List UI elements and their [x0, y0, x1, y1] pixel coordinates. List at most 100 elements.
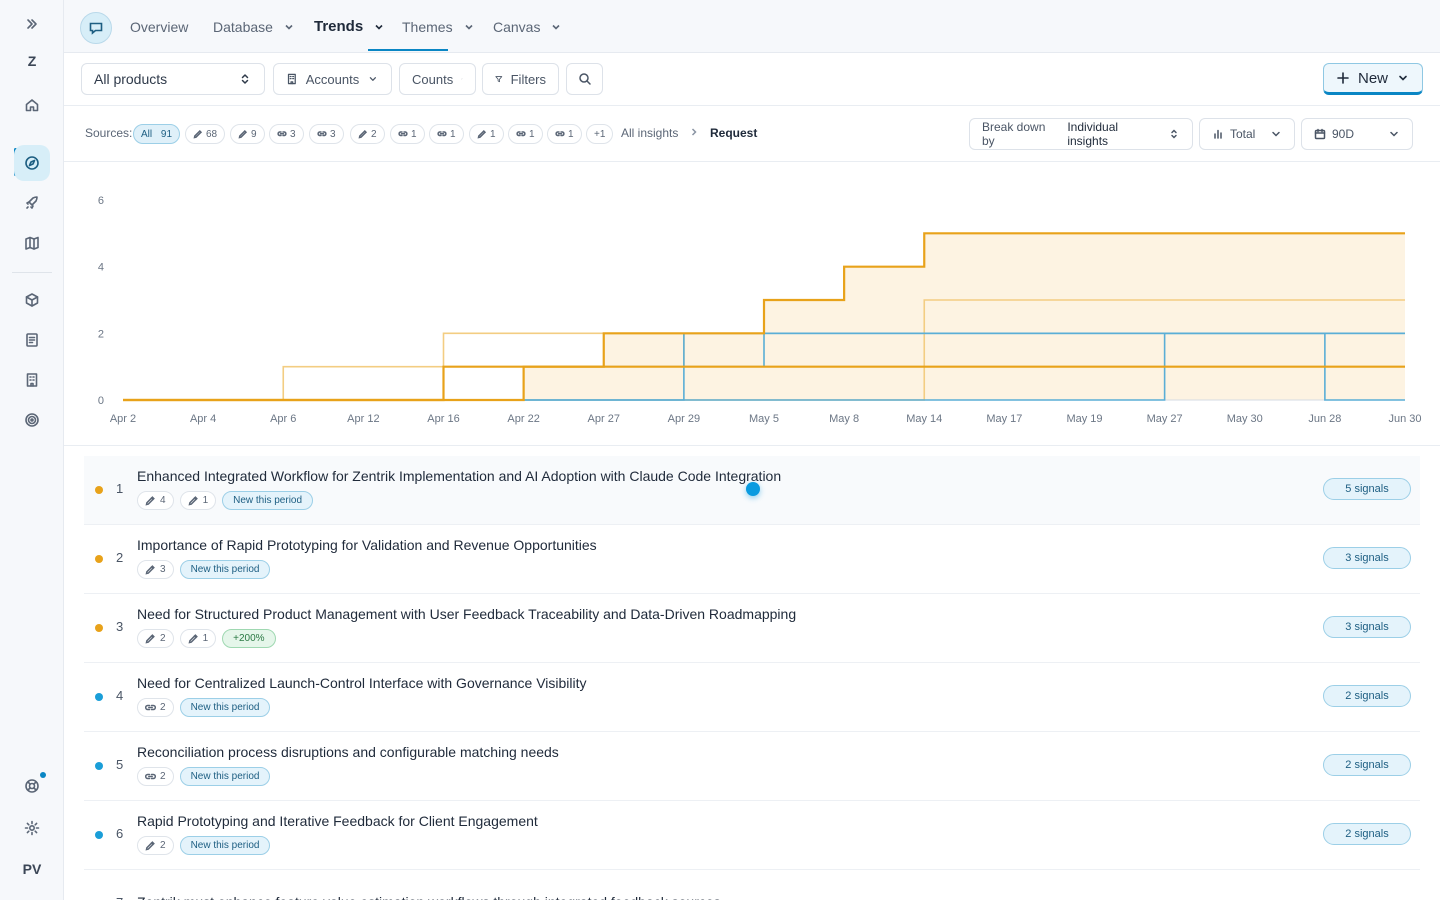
- tab-trends[interactable]: Trends: [314, 0, 385, 53]
- insight-row[interactable]: 7 Zentrik must enhance feature value esti…: [84, 870, 1420, 900]
- source-chip[interactable]: 1: [469, 124, 504, 144]
- workspace-switcher[interactable]: Z: [27, 53, 37, 69]
- signals-count-button[interactable]: 3 signals: [1323, 616, 1411, 638]
- new-button[interactable]: New: [1323, 63, 1423, 95]
- new-period-badge: New this period: [179, 698, 271, 717]
- source-chip[interactable]: 9: [230, 124, 265, 144]
- x-tick-label: May 14: [906, 413, 942, 425]
- source-chip[interactable]: 1: [547, 124, 582, 144]
- source-chip[interactable]: 2: [350, 124, 385, 144]
- insight-tags: 2 New this period: [137, 698, 271, 717]
- breadcrumb-root[interactable]: All insights: [621, 126, 679, 140]
- chevron-down-icon: [369, 77, 377, 81]
- building-icon[interactable]: [14, 362, 50, 398]
- tab-database[interactable]: Database: [213, 0, 295, 53]
- tab-label: Overview: [130, 18, 189, 35]
- link-icon: [398, 131, 408, 137]
- insight-title[interactable]: Need for Centralized Launch-Control Inte…: [137, 675, 587, 691]
- link-icon: [145, 771, 156, 782]
- product-select[interactable]: All products: [81, 63, 265, 95]
- signals-count-button[interactable]: 5 signals: [1323, 478, 1411, 500]
- help-lifebuoy-icon[interactable]: [14, 768, 50, 804]
- chip-count: 1: [411, 128, 417, 140]
- compass-icon[interactable]: [14, 145, 50, 181]
- chat-bubble-icon[interactable]: [80, 12, 112, 44]
- insight-title[interactable]: Need for Structured Product Management w…: [137, 606, 797, 622]
- chip-count: 1: [529, 128, 535, 140]
- sort-arrows-icon: [241, 74, 249, 84]
- link-icon: [317, 131, 327, 137]
- gear-icon[interactable]: [14, 810, 50, 846]
- insight-tags: 4 1 New this period: [137, 491, 314, 510]
- insight-row[interactable]: 2 Importance of Rapid Prototyping for Val…: [84, 525, 1420, 594]
- chevron-right-icon: [691, 128, 697, 136]
- accounts-dropdown[interactable]: Accounts: [273, 63, 392, 95]
- insight-rank: 5: [116, 757, 124, 772]
- chevron-down-icon: [285, 24, 293, 30]
- new-period-badge: New this period: [179, 560, 271, 579]
- search-button[interactable]: [566, 63, 603, 95]
- breadcrumb-current: Request: [710, 126, 758, 140]
- document-icon[interactable]: [14, 322, 50, 358]
- insight-title[interactable]: Rapid Prototyping and Iterative Feedback…: [137, 813, 538, 829]
- target-icon[interactable]: [14, 402, 50, 438]
- insight-row[interactable]: 3 Need for Structured Product Management …: [84, 594, 1420, 663]
- plus-icon: [1337, 72, 1349, 84]
- source-chip[interactable]: 1: [390, 124, 425, 144]
- map-icon[interactable]: [14, 225, 50, 261]
- series-color-dot: [95, 624, 103, 632]
- pencil-icon: [145, 495, 156, 506]
- x-tick-label: Apr 2: [110, 413, 136, 425]
- rocket-icon[interactable]: [14, 185, 50, 221]
- insight-title[interactable]: Zentrik must enhance feature value estim…: [137, 894, 721, 900]
- insight-row[interactable]: 4 Need for Centralized Launch-Control Int…: [84, 663, 1420, 732]
- expand-sidebar-icon[interactable]: [14, 6, 50, 42]
- tag-count: 3: [160, 564, 166, 575]
- x-tick-label: May 17: [986, 413, 1022, 425]
- insight-row[interactable]: 5 Reconciliation process disruptions and …: [84, 732, 1420, 801]
- breakdown-select[interactable]: Break down by Individual insights: [969, 118, 1193, 150]
- source-chip[interactable]: 1: [429, 124, 464, 144]
- source-chip[interactable]: 1: [508, 124, 543, 144]
- insight-title[interactable]: Reconciliation process disruptions and c…: [137, 744, 559, 760]
- link-icon: [516, 131, 526, 137]
- source-chip[interactable]: 3: [309, 124, 344, 144]
- tag-count: 2: [160, 771, 166, 782]
- counts-dropdown[interactable]: Counts: [399, 63, 476, 95]
- y-tick-label: 2: [98, 328, 104, 340]
- x-tick-label: Apr 4: [190, 413, 216, 425]
- tab-overview[interactable]: Overview: [130, 0, 188, 53]
- chip-count: 68: [206, 128, 218, 140]
- source-chip[interactable]: 68: [185, 124, 226, 144]
- total-select[interactable]: Total: [1199, 118, 1295, 150]
- signals-count-button[interactable]: 3 signals: [1323, 547, 1411, 569]
- insight-row[interactable]: 6 Rapid Prototyping and Iterative Feedbac…: [84, 801, 1420, 870]
- filter-toolbar: All products Accounts Counts Filters New: [64, 53, 1440, 106]
- home-icon[interactable]: [14, 87, 50, 123]
- insight-title[interactable]: Enhanced Integrated Workflow for Zentrik…: [137, 468, 782, 484]
- tab-themes[interactable]: Themes: [402, 0, 475, 53]
- user-avatar[interactable]: PV: [22, 861, 42, 877]
- notification-dot: [40, 772, 46, 778]
- insight-title[interactable]: Importance of Rapid Prototyping for Vali…: [137, 537, 597, 553]
- filters-button[interactable]: Filters: [482, 63, 559, 95]
- tab-label: Trends: [314, 18, 364, 35]
- source-count-tag: 1: [179, 629, 217, 648]
- total-label: Total: [1230, 127, 1256, 141]
- growth-badge: +200%: [222, 629, 276, 648]
- signals-count-button[interactable]: 2 signals: [1323, 754, 1411, 776]
- chip-count: 1: [568, 128, 574, 140]
- tab-canvas[interactable]: Canvas: [493, 0, 562, 53]
- source-chip-all[interactable]: All 91: [133, 124, 181, 144]
- series-color-dot: [95, 831, 103, 839]
- date-range-select[interactable]: 90D: [1301, 118, 1413, 150]
- link-icon: [437, 131, 447, 137]
- signals-count-button[interactable]: 2 signals: [1323, 685, 1411, 707]
- filter-funnel-icon: [495, 76, 503, 83]
- series-color-dot: [95, 555, 103, 563]
- bar-chart-icon: [1214, 129, 1222, 139]
- cube-icon[interactable]: [14, 282, 50, 318]
- source-chip-more[interactable]: +1: [586, 124, 614, 144]
- signals-count-button[interactable]: 2 signals: [1323, 823, 1411, 845]
- source-chip[interactable]: 3: [269, 124, 304, 144]
